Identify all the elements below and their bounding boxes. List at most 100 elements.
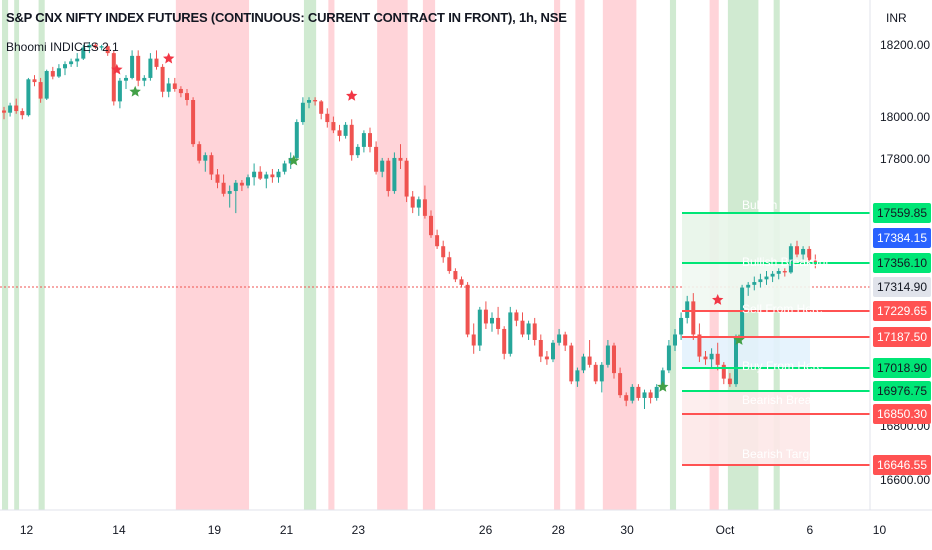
time-tick-label: 10 [873,523,887,537]
candle [142,77,147,81]
signal-bands [2,0,780,510]
time-tick-label: 19 [208,523,222,537]
candle [154,58,159,67]
candle [239,182,244,186]
signal-band-red [377,0,408,510]
candle [758,279,763,283]
level-caption: Bullish Breakout [742,255,829,269]
candle [258,171,263,179]
candle [673,334,677,346]
candle [435,235,440,247]
candle [136,55,141,81]
candle [331,122,336,131]
signal-band-green [303,0,317,510]
time-tick-label: 21 [280,523,294,537]
price-tick-label: 17800.00 [880,152,930,166]
candle [197,144,202,161]
price-badge-label: 17229.65 [877,304,927,318]
candle [404,160,409,197]
time-tick-label: 12 [20,523,34,537]
indicator-label[interactable]: Bhoomi INDICES 2.1 [6,40,119,54]
candle [215,174,220,183]
candle [666,345,671,371]
candle [685,301,690,318]
candle [654,386,659,398]
price-tick-label: 16600.00 [880,473,930,487]
time-tick-label: 26 [479,523,493,537]
candle [587,356,592,365]
price-badge-label: 17384.15 [877,231,927,245]
candle [795,246,799,255]
candle [721,364,726,379]
candle [727,378,732,385]
candle [605,345,610,365]
candle [465,284,470,335]
candle [429,215,433,236]
price-badge [873,358,931,378]
candles [2,42,818,409]
chart-title: S&P CNX NIFTY INDEX FUTURES (CONTINUOUS:… [6,10,567,25]
buy-star-icon [733,334,745,345]
candle [8,105,13,113]
candle [416,199,421,208]
candle [709,353,714,360]
candle [380,160,385,172]
candle [343,124,348,136]
signal-band-red [328,0,335,510]
time-axis[interactable]: 12 14 19 21 23 26 28 30 Oct 6 10 [20,523,887,537]
candle [203,155,208,161]
candle [374,146,379,172]
signal-band-green [38,0,45,510]
candle [691,301,696,335]
candle [264,174,269,179]
price-badge [873,203,931,223]
candle [20,111,25,116]
candle [56,68,61,77]
candle [252,171,257,178]
candle [227,191,232,194]
price-badge [873,455,931,475]
candle [770,273,775,277]
candle [752,282,757,285]
candle [172,83,177,89]
candle [300,102,305,123]
candle [117,80,122,102]
signal-band-red [554,0,561,510]
candle [246,177,250,186]
candle [191,100,196,145]
price-badge [873,404,931,424]
price-badge-label: 17356.10 [877,256,927,270]
candle [538,340,543,357]
candle [532,323,537,340]
candle [349,124,354,156]
buy-star-icon [657,380,669,392]
level-captions: Bullish Target Bullish Breakout Sell From … [742,198,835,461]
candle [514,312,519,321]
target-zones [682,213,810,465]
candle [337,130,342,136]
candle [593,364,598,382]
candle [160,66,165,92]
candle [551,342,555,360]
price-badge [873,228,931,248]
candle [734,337,738,385]
candle [508,312,513,354]
price-badge [873,381,931,401]
candle [679,317,684,335]
candle [99,46,104,48]
price-badge [873,301,931,321]
candle [368,133,372,147]
price-badge-label: 17018.90 [877,361,927,375]
signal-stars [111,52,745,392]
currency-label: INR [886,11,907,25]
candle [111,53,116,102]
candle [276,171,281,178]
candle [2,110,6,113]
candle [453,271,458,280]
candle [447,257,452,272]
candle [441,246,446,258]
candle [477,309,482,346]
candle [459,279,464,285]
candle [26,79,31,116]
